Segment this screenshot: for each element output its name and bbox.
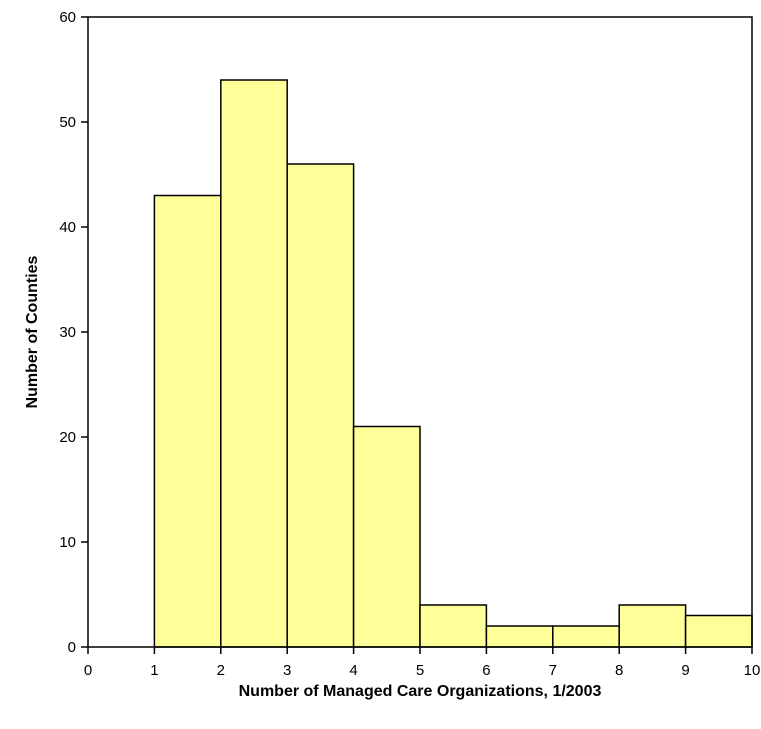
bar-2-3 — [220, 79, 288, 648]
x-axis-title: Number of Managed Care Organizations, 1/… — [239, 683, 602, 700]
x-axis-ticks: 0 1 2 3 4 5 6 7 8 9 10 — [84, 647, 761, 679]
y-tick-label: 40 — [59, 219, 76, 236]
y-tick-label: 0 — [68, 639, 76, 656]
y-tick-label: 20 — [59, 429, 76, 446]
x-tick-label: 6 — [482, 662, 490, 679]
bar-1-2 — [153, 194, 222, 648]
y-tick-label: 10 — [59, 534, 76, 551]
bars-group — [153, 79, 753, 648]
y-tick-label: 60 — [59, 9, 76, 26]
bar-7-8 — [552, 625, 620, 648]
bar-8-9 — [618, 604, 687, 648]
x-tick-label: 10 — [744, 662, 761, 679]
x-tick-label: 3 — [283, 662, 291, 679]
y-tick-label: 30 — [59, 324, 76, 341]
x-tick-label: 4 — [349, 662, 357, 679]
bar-3-4 — [286, 163, 355, 648]
x-tick-label: 8 — [615, 662, 623, 679]
x-tick-label: 2 — [217, 662, 225, 679]
bar-5-6 — [419, 604, 488, 648]
x-tick-label: 1 — [150, 662, 158, 679]
bar-6-7 — [485, 625, 554, 648]
y-axis-title: Number of Counties — [24, 255, 41, 408]
bar-9-10 — [684, 614, 753, 648]
x-tick-label: 9 — [681, 662, 689, 679]
x-tick-label: 7 — [549, 662, 557, 679]
y-tick-label: 50 — [59, 114, 76, 131]
x-tick-label: 5 — [416, 662, 424, 679]
bar-4-5 — [352, 425, 421, 648]
y-axis-ticks: 0 10 20 30 40 50 60 — [59, 9, 88, 656]
x-tick-label: 0 — [84, 662, 92, 679]
